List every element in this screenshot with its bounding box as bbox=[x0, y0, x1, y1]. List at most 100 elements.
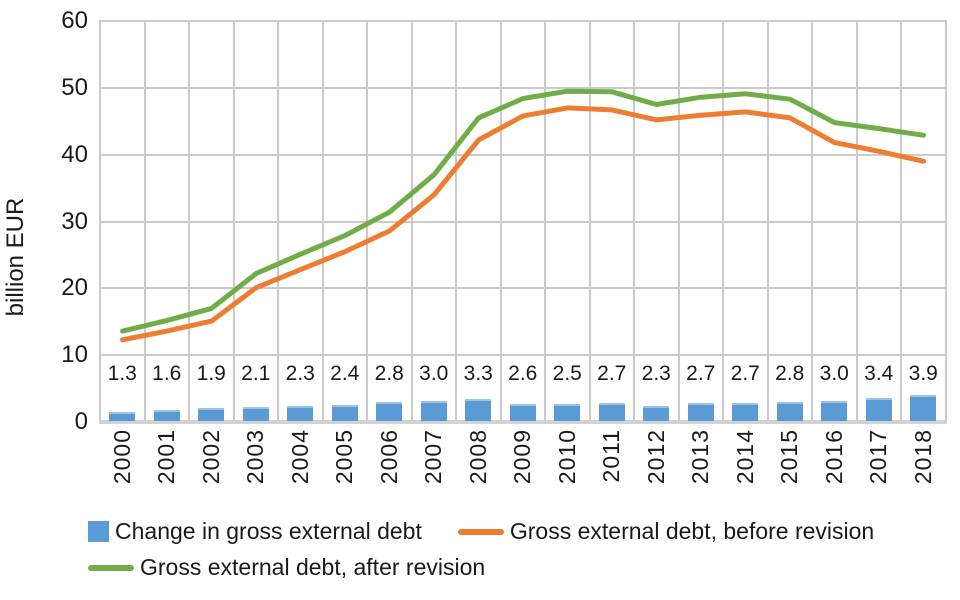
v-gridline bbox=[544, 21, 546, 420]
bar-value-label: 1.9 bbox=[196, 362, 226, 385]
v-gridline bbox=[722, 21, 724, 420]
bar-value-label: 2.6 bbox=[508, 362, 538, 385]
bar-value-label: 2.3 bbox=[285, 362, 315, 385]
x-tick-label-text: 2008 bbox=[464, 429, 491, 485]
y-tick-label: 30 bbox=[61, 207, 88, 235]
bar-value-label: 2.7 bbox=[597, 362, 627, 385]
bar-value-label: 2.8 bbox=[374, 362, 404, 385]
y-tick-label: 10 bbox=[61, 341, 88, 369]
v-gridline bbox=[366, 21, 368, 420]
x-tick-label: 2017 bbox=[857, 429, 902, 509]
legend-label-before-revision: Gross external debt, before revision bbox=[509, 518, 875, 544]
line-after-revision bbox=[120, 88, 927, 334]
line-series-layer bbox=[120, 88, 927, 343]
x-tick-label: 2013 bbox=[679, 429, 724, 509]
orange-line-swatch-icon bbox=[457, 528, 504, 535]
bar-value-label: 3.3 bbox=[463, 362, 493, 385]
bar-value-label: 3.0 bbox=[419, 362, 449, 385]
x-tick-label-text: 2007 bbox=[420, 429, 447, 485]
bar bbox=[732, 402, 759, 421]
x-tick-label-text: 2006 bbox=[375, 429, 402, 485]
legend-item-after-revision: Gross external debt, after revision bbox=[88, 552, 485, 583]
bar-value-label: 2.4 bbox=[330, 362, 360, 385]
x-tick-label-text: 2015 bbox=[776, 429, 803, 485]
x-tick-label: 2009 bbox=[501, 429, 546, 509]
x-tick-label: 2014 bbox=[723, 429, 768, 509]
v-gridline bbox=[188, 21, 190, 420]
bar-value-label: 1.6 bbox=[152, 362, 182, 385]
x-tick-label: 2004 bbox=[278, 429, 323, 509]
v-gridline bbox=[499, 21, 502, 420]
bar bbox=[153, 410, 180, 421]
v-gridline bbox=[855, 21, 858, 420]
x-tick-label-text: 2012 bbox=[642, 429, 669, 485]
bar-value-label: 3.9 bbox=[908, 362, 938, 385]
v-gridline bbox=[321, 21, 324, 420]
bar bbox=[109, 412, 136, 421]
bar bbox=[554, 404, 581, 421]
bar-value-label: 2.5 bbox=[552, 362, 582, 385]
y-tick-label: 40 bbox=[61, 140, 88, 168]
bar bbox=[287, 405, 314, 421]
v-gridline bbox=[232, 21, 235, 420]
bar bbox=[198, 408, 225, 421]
x-tick-label-text: 2016 bbox=[820, 429, 847, 485]
x-tick-label: 2016 bbox=[812, 429, 857, 509]
v-gridline bbox=[677, 21, 680, 420]
h-gridline bbox=[99, 287, 947, 290]
x-axis-line bbox=[99, 420, 947, 424]
v-gridline bbox=[811, 21, 813, 420]
bar-swatch-icon bbox=[88, 521, 109, 542]
h-gridline bbox=[99, 153, 947, 156]
v-gridline bbox=[944, 21, 947, 420]
bar bbox=[376, 402, 403, 421]
x-tick-label: 2018 bbox=[901, 429, 946, 509]
x-tick-label-text: 2009 bbox=[509, 429, 536, 485]
bar-value-label: 2.7 bbox=[730, 362, 760, 385]
x-tick-label: 2007 bbox=[412, 429, 457, 509]
bar bbox=[687, 402, 714, 421]
y-tick-label: 60 bbox=[61, 7, 88, 34]
x-tick-label-text: 2010 bbox=[553, 429, 580, 485]
green-line-swatch-icon bbox=[88, 564, 134, 571]
bar bbox=[331, 404, 358, 421]
x-tick-label-text: 2001 bbox=[153, 429, 180, 485]
y-tick-label: 20 bbox=[61, 274, 88, 302]
bar bbox=[420, 400, 447, 421]
x-tick-label-text: 2018 bbox=[909, 429, 936, 485]
x-tick-label: 2010 bbox=[545, 429, 590, 509]
v-gridline bbox=[143, 21, 146, 420]
x-tick-label-text: 2013 bbox=[687, 429, 714, 485]
bar-value-label: 2.3 bbox=[641, 362, 671, 385]
h-gridline bbox=[99, 86, 947, 89]
x-tick-label: 2011 bbox=[590, 429, 635, 509]
x-tick-label: 2005 bbox=[323, 429, 368, 509]
x-tick-label-text: 2005 bbox=[331, 429, 358, 485]
bar-value-label: 2.7 bbox=[686, 362, 716, 385]
x-tick-label-text: 2017 bbox=[865, 429, 892, 485]
v-gridline bbox=[766, 21, 769, 420]
bar bbox=[776, 402, 803, 421]
h-gridline bbox=[99, 354, 947, 357]
bar bbox=[821, 400, 848, 421]
x-tick-label-text: 2011 bbox=[598, 429, 625, 483]
y-tick-label: 50 bbox=[61, 73, 88, 101]
v-gridline bbox=[588, 21, 591, 420]
v-gridline bbox=[99, 21, 101, 420]
legend-item-change: Change in gross external debt bbox=[88, 516, 422, 547]
x-tick-label: 2000 bbox=[100, 429, 145, 509]
bar-value-label: 2.1 bbox=[241, 362, 271, 385]
x-tick-label-text: 2000 bbox=[108, 429, 135, 485]
bar bbox=[598, 402, 625, 421]
x-tick-label: 2001 bbox=[145, 429, 190, 509]
bar-value-label: 3.4 bbox=[864, 362, 894, 385]
v-gridline bbox=[410, 21, 413, 420]
x-tick-label-text: 2004 bbox=[286, 429, 313, 485]
bar bbox=[509, 403, 536, 421]
x-tick-label: 2006 bbox=[367, 429, 412, 509]
legend-label-after-revision: Gross external debt, after revision bbox=[140, 554, 486, 580]
y-tick-label: 0 bbox=[74, 408, 88, 435]
bar bbox=[910, 394, 937, 421]
legend-item-before-revision: Gross external debt, before revision bbox=[457, 516, 875, 547]
